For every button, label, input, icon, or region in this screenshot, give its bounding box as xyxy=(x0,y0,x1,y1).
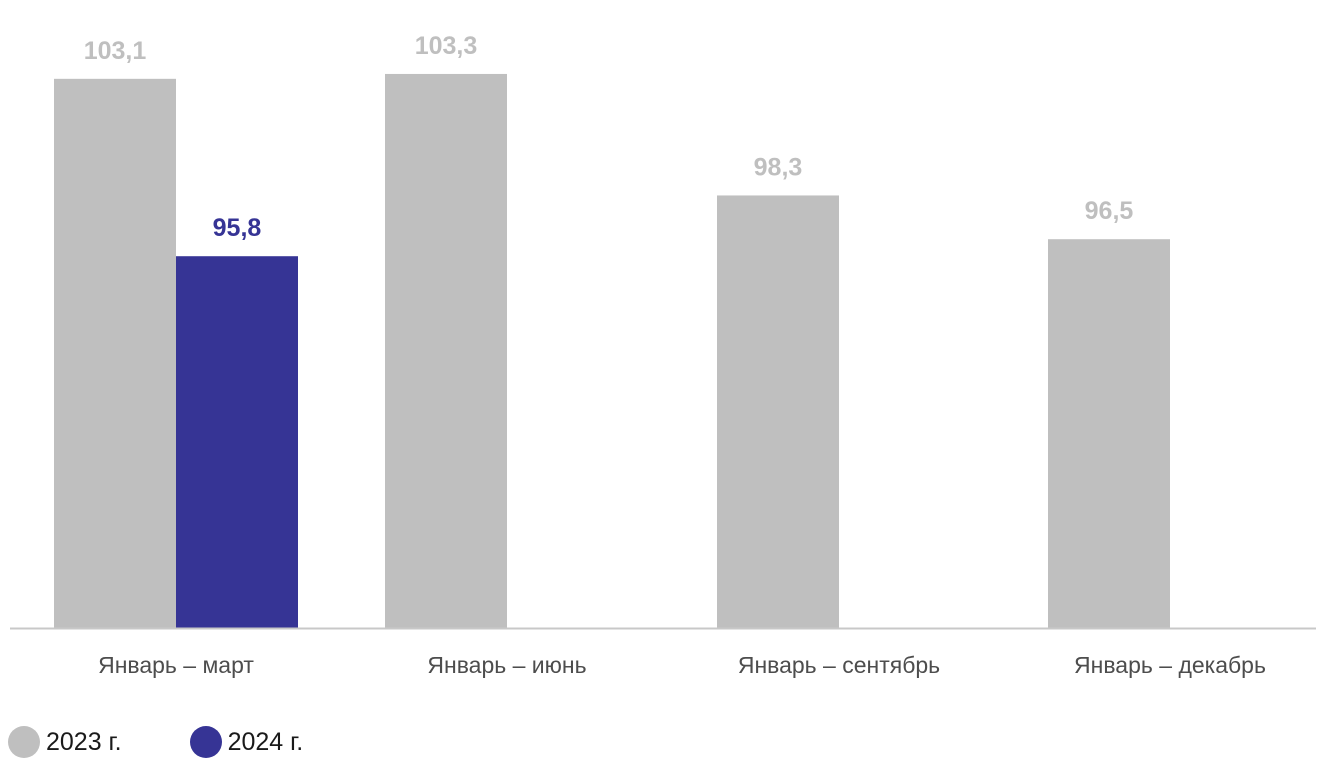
data-label-2024-1: 95,8 xyxy=(213,214,262,242)
x-tick-label-2: Январь – июнь xyxy=(427,652,586,678)
bar-2023-1 xyxy=(54,78,176,628)
data-label-2023-1: 103,1 xyxy=(84,37,147,65)
data-label-2023-4: 96,5 xyxy=(1085,197,1134,225)
chart-legend: 2023 г. 2024 г. xyxy=(8,726,371,758)
legend-label-2024: 2024 г. xyxy=(227,728,304,756)
legend-swatch-2023 xyxy=(8,726,40,758)
legend-label-2023: 2023 г. xyxy=(46,728,122,756)
x-tick-label-4: Январь – декабрь xyxy=(1074,652,1266,678)
x-tick-label-3: Январь – сентябрь xyxy=(738,652,940,678)
bar-2023-4 xyxy=(1048,239,1170,628)
bar-2024-1 xyxy=(176,256,298,628)
legend-swatch-2024 xyxy=(189,726,222,758)
bar-2023-3 xyxy=(717,195,839,628)
data-label-2023-3: 98,3 xyxy=(754,153,803,181)
legend-item-2023: 2023 г. xyxy=(8,726,122,758)
legend-item-2024: 2024 г. xyxy=(189,726,304,758)
x-tick-label-1: Январь – март xyxy=(98,652,254,678)
data-label-2023-2: 103,3 xyxy=(415,32,478,60)
bar-2023-2 xyxy=(385,73,507,628)
